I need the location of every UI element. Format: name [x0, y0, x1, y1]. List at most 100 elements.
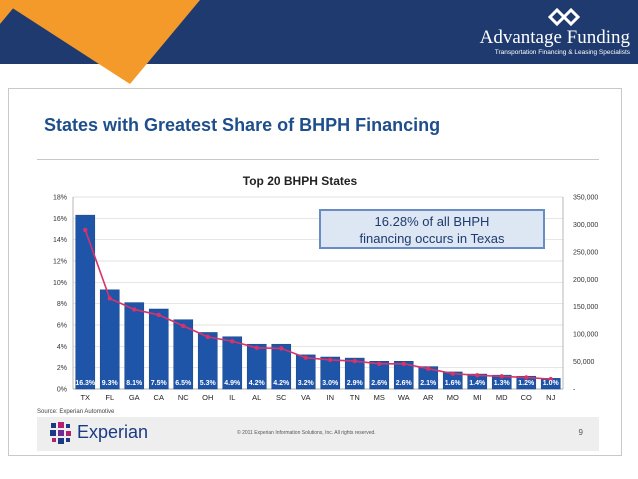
y-right-tick-label: 50,000 — [573, 359, 595, 366]
trend-point — [83, 227, 88, 233]
callout-line-2: financing occurs in Texas — [359, 231, 505, 246]
bar-value-label: 1.2% — [518, 380, 535, 387]
x-category-label: FL — [105, 393, 114, 402]
bar-value-label: 6.5% — [175, 380, 192, 387]
experian-logo-text: Experian — [77, 422, 149, 442]
slide-title: States with Greatest Share of BHPH Finan… — [44, 115, 441, 135]
source-note: Source: Experian Automotive — [37, 409, 115, 415]
experian-logo-icon — [50, 422, 71, 444]
bar-value-label: 4.2% — [273, 380, 290, 387]
trend-point — [303, 355, 308, 360]
x-category-label: VA — [301, 393, 310, 402]
bar-sc — [271, 343, 292, 390]
y-right-tick-label: 100,000 — [573, 332, 598, 339]
bar-ga — [124, 302, 145, 390]
x-category-label: OH — [202, 393, 213, 402]
bar-nc — [173, 319, 194, 390]
company-tagline: Transportation Financing & Leasing Speci… — [494, 49, 630, 56]
bar-tx — [75, 214, 96, 390]
callout-line-1: 16.28% of all BHPH — [374, 214, 490, 229]
y-left-tick-label: 6% — [57, 323, 67, 330]
double-diamond-logo-icon — [547, 7, 581, 27]
trend-point — [377, 361, 382, 366]
y-right-tick-label: 200,000 — [573, 277, 598, 284]
bar-value-label: 2.1% — [420, 380, 437, 387]
y-right-tick-label: 350,000 — [573, 195, 598, 202]
bar-value-label: 8.1% — [126, 380, 143, 387]
footer-bar: Experian © 2011 Experian Information Sol… — [37, 417, 599, 451]
x-category-label: AR — [423, 393, 434, 402]
bar-value-label: 1.6% — [445, 380, 462, 387]
y-left-tick-label: 16% — [53, 216, 67, 223]
bar-value-label: 3.2% — [298, 380, 315, 387]
bar-al — [246, 343, 267, 390]
y-right-tick-label: 250,000 — [573, 249, 598, 256]
x-category-label: MD — [496, 393, 508, 402]
bar-fl — [99, 289, 120, 390]
chart-title: Top 20 BHPH States — [243, 174, 358, 188]
x-category-label: GA — [129, 393, 140, 402]
trend-point — [352, 358, 357, 364]
x-category-label: NC — [178, 393, 189, 402]
trend-point — [156, 312, 161, 318]
y-left-tick-label: 18% — [53, 195, 67, 202]
y-left-tick-label: 10% — [53, 280, 67, 287]
bar-va — [295, 354, 316, 390]
bar-tn — [344, 357, 365, 390]
y-left-tick-label: 14% — [53, 237, 67, 244]
trend-point — [426, 366, 431, 371]
trend-point — [279, 346, 284, 351]
y-right-tick-label: - — [573, 387, 576, 394]
x-category-label: NJ — [546, 393, 555, 402]
x-category-label: TN — [350, 393, 360, 402]
trend-point — [205, 334, 210, 340]
bar-value-label: 1.0% — [543, 380, 560, 387]
trend-line — [84, 229, 551, 380]
y-right-tick-label: 150,000 — [573, 304, 598, 311]
trend-point — [230, 339, 235, 344]
y-left-tick-label: 12% — [53, 259, 67, 266]
bar-value-label: 7.5% — [151, 380, 168, 387]
y-left-tick-label: 0% — [57, 387, 67, 394]
x-category-label: CO — [521, 393, 532, 402]
bar-in — [320, 356, 341, 390]
bar-wa — [393, 361, 414, 390]
bar-value-label: 3.0% — [322, 380, 339, 387]
x-category-label: MS — [374, 393, 385, 402]
copyright-text: © 2011 Experian Information Solutions, I… — [237, 430, 376, 436]
bar-value-label: 1.3% — [494, 380, 511, 387]
trend-point — [328, 357, 333, 363]
advantage-funding-brand: Advantage Funding Transportation Financi… — [450, 6, 630, 56]
y-left-tick-label: 8% — [57, 301, 67, 308]
y-left-tick-label: 4% — [57, 344, 67, 351]
trend-point — [254, 345, 259, 351]
bar-value-label: 2.6% — [371, 380, 388, 387]
bar-oh — [197, 332, 218, 390]
company-name: Advantage Funding — [479, 27, 630, 48]
trend-point — [107, 296, 112, 301]
trend-point — [401, 361, 406, 366]
bar-value-label: 2.6% — [396, 380, 413, 387]
trend-point — [181, 323, 186, 329]
bar-value-label: 1.4% — [469, 380, 486, 387]
bar-il — [222, 336, 243, 390]
x-category-label: SC — [276, 393, 287, 402]
y-left-tick-label: 2% — [57, 365, 67, 372]
x-category-label: MO — [447, 393, 459, 402]
texas-callout: 16.28% of all BHPH financing occurs in T… — [319, 209, 545, 249]
trend-point — [132, 307, 137, 312]
bar-ca — [148, 308, 169, 390]
bar-value-label: 2.9% — [347, 380, 364, 387]
bar-value-label: 4.9% — [224, 380, 241, 387]
slide-panel: States with Greatest Share of BHPH Finan… — [8, 88, 622, 456]
trend-point — [524, 375, 529, 380]
page-number: 9 — [578, 428, 583, 437]
title-divider — [37, 159, 599, 160]
x-category-label: TX — [80, 393, 90, 402]
y-right-tick-label: 300,000 — [573, 222, 598, 229]
bar-value-label: 16.3% — [75, 380, 96, 387]
bhph-bar-chart: Top 20 BHPH States 0% 2% 4% 6% 8% 10% 12% 14% 16… — [53, 174, 598, 402]
bar-ms — [369, 361, 390, 390]
x-category-label: MI — [473, 393, 481, 402]
trend-point — [450, 371, 455, 376]
